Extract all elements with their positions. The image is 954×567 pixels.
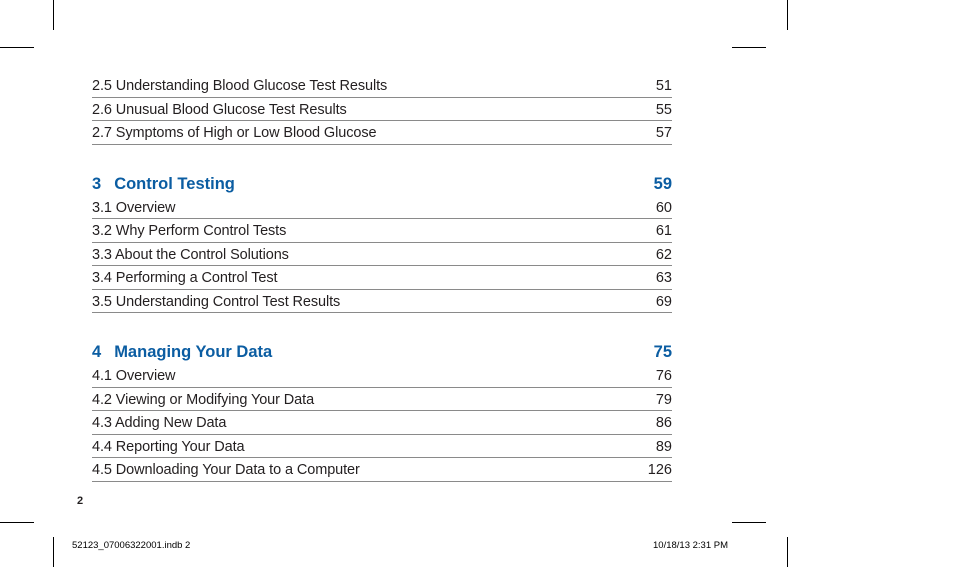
toc-chapter-number: 3 <box>92 175 101 193</box>
toc-entry: 3.1 Overview 60 <box>92 196 672 220</box>
crop-mark <box>787 0 788 30</box>
toc-entry-label: 3.5 Understanding Control Test Results <box>92 295 340 310</box>
toc-entry-page: 89 <box>656 440 672 455</box>
toc-entry-page: 76 <box>656 369 672 384</box>
toc-entry-label: 3.4 Performing a Control Test <box>92 271 277 286</box>
toc-chapter-page: 59 <box>654 175 672 194</box>
toc-entry: 3.5 Understanding Control Test Results 6… <box>92 290 672 314</box>
toc-entry: 4.5 Downloading Your Data to a Computer … <box>92 458 672 482</box>
toc-entry-label: 3.1 Overview <box>92 201 175 216</box>
page-content: 2.5 Understanding Blood Glucose Test Res… <box>92 74 672 482</box>
crop-mark <box>787 537 788 567</box>
toc-entry: 4.2 Viewing or Modifying Your Data 79 <box>92 388 672 412</box>
toc-chapter-heading: 4 Managing Your Data 75 <box>92 343 672 362</box>
toc-entry: 4.3 Adding New Data 86 <box>92 411 672 435</box>
toc-entry-label: 4.3 Adding New Data <box>92 416 226 431</box>
toc-entry-page: 79 <box>656 393 672 408</box>
page-number: 2 <box>77 495 83 507</box>
toc-chapter-number: 4 <box>92 343 101 361</box>
crop-mark <box>53 537 54 567</box>
toc-entry: 3.3 About the Control Solutions 62 <box>92 243 672 267</box>
crop-mark <box>732 522 766 523</box>
toc-entry: 3.2 Why Perform Control Tests 61 <box>92 219 672 243</box>
toc-entry: 2.7 Symptoms of High or Low Blood Glucos… <box>92 121 672 145</box>
toc-continued: 2.5 Understanding Blood Glucose Test Res… <box>92 74 672 145</box>
toc-chapter-heading: 3 Control Testing 59 <box>92 175 672 194</box>
toc-entry-label: 3.2 Why Perform Control Tests <box>92 224 286 239</box>
crop-mark <box>732 47 766 48</box>
toc-entry-label: 4.4 Reporting Your Data <box>92 440 244 455</box>
toc-entry-label: 2.6 Unusual Blood Glucose Test Results <box>92 103 347 118</box>
toc-entry-label: 3.3 About the Control Solutions <box>92 248 289 263</box>
toc-chapter-entries: 3.1 Overview 60 3.2 Why Perform Control … <box>92 196 672 314</box>
toc-entry-label: 4.5 Downloading Your Data to a Computer <box>92 463 360 478</box>
footer-filename: 52123_07006322001.indb 2 <box>72 540 190 551</box>
toc-chapter-page: 75 <box>654 343 672 362</box>
toc-entry-page: 55 <box>656 103 672 118</box>
toc-entry: 3.4 Performing a Control Test 63 <box>92 266 672 290</box>
toc-entry: 4.1 Overview 76 <box>92 364 672 388</box>
toc-chapter-entries: 4.1 Overview 76 4.2 Viewing or Modifying… <box>92 364 672 482</box>
toc-entry-page: 61 <box>656 224 672 239</box>
toc-chapter-title: 4 Managing Your Data <box>92 343 272 362</box>
toc-chapter-name: Control Testing <box>114 175 235 193</box>
toc-entry-label: 4.2 Viewing or Modifying Your Data <box>92 393 314 408</box>
crop-mark <box>0 47 34 48</box>
toc-entry-label: 2.7 Symptoms of High or Low Blood Glucos… <box>92 126 376 141</box>
toc-entry-page: 60 <box>656 201 672 216</box>
toc-entry-label: 4.1 Overview <box>92 369 175 384</box>
toc-entry-page: 86 <box>656 416 672 431</box>
toc-entry-page: 62 <box>656 248 672 263</box>
toc-entry-page: 57 <box>656 126 672 141</box>
toc-entry: 2.5 Understanding Blood Glucose Test Res… <box>92 74 672 98</box>
toc-entry-page: 69 <box>656 295 672 310</box>
toc-entry-page: 51 <box>656 79 672 94</box>
toc-entry-page: 126 <box>648 463 672 478</box>
toc-entry: 4.4 Reporting Your Data 89 <box>92 435 672 459</box>
toc-entry-page: 63 <box>656 271 672 286</box>
crop-mark <box>0 522 34 523</box>
toc-entry: 2.6 Unusual Blood Glucose Test Results 5… <box>92 98 672 122</box>
crop-mark <box>53 0 54 30</box>
footer-timestamp: 10/18/13 2:31 PM <box>653 540 728 551</box>
toc-chapter-title: 3 Control Testing <box>92 175 235 194</box>
toc-entry-label: 2.5 Understanding Blood Glucose Test Res… <box>92 79 387 94</box>
toc-chapter-name: Managing Your Data <box>114 343 272 361</box>
